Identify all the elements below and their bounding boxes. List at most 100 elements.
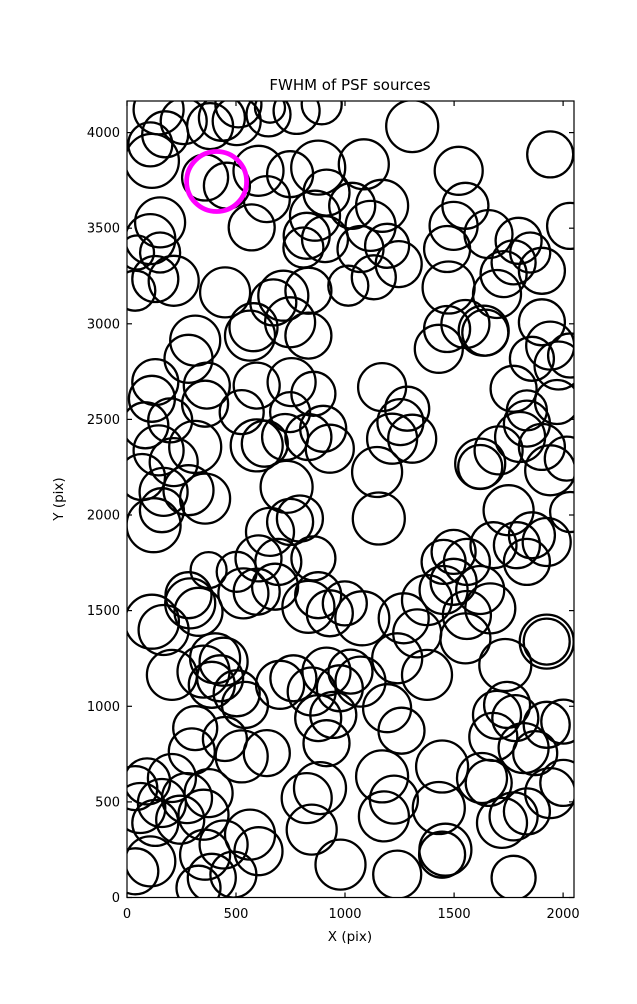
psf-circle (455, 564, 506, 616)
psf-circle (502, 787, 552, 836)
psf-circle (162, 464, 215, 517)
y-tick-label: 0 (112, 891, 120, 906)
psf-circle (305, 589, 354, 638)
psf-circle (211, 101, 262, 147)
psf-circle (354, 749, 410, 804)
psf-circle (266, 356, 317, 408)
psf-circle (439, 612, 492, 665)
psf-circle (269, 654, 318, 703)
psf-circle (491, 693, 540, 743)
psf-circle (132, 424, 185, 477)
psf-circle (300, 214, 350, 264)
psf-circle (232, 144, 285, 197)
psf-circle (363, 222, 411, 269)
psf-circle (132, 101, 185, 136)
psf-circle (521, 516, 572, 568)
psf-circle (127, 269, 157, 312)
psf-circle (285, 803, 338, 856)
psf-circle (411, 780, 466, 836)
chart-title: FWHM of PSF sources (269, 76, 430, 94)
y-tick-label: 500 (95, 795, 120, 810)
y-tick-label: 2000 (87, 509, 120, 524)
psf-circle (133, 196, 187, 249)
psf-circle (182, 361, 231, 410)
psf-circle (430, 528, 477, 576)
psf-circle (127, 452, 167, 502)
psf-circle (350, 254, 397, 301)
psf-circle (127, 593, 181, 650)
psf-circle (327, 264, 370, 307)
psf-circle (218, 388, 265, 436)
y-tick-label: 4000 (87, 126, 120, 141)
psf-circle (245, 101, 292, 138)
y-tick-label: 1000 (87, 700, 120, 715)
psf-circle (198, 819, 249, 870)
psf-circle (127, 132, 181, 190)
psf-circle (177, 788, 230, 841)
psf-circle (217, 567, 270, 620)
psf-circle (127, 234, 156, 271)
psf-circle (350, 445, 404, 499)
psf-circle (259, 459, 314, 515)
psf-circle (294, 571, 343, 620)
psf-circle (176, 644, 231, 699)
psf-circle (272, 101, 321, 136)
psf-circle (413, 323, 464, 374)
psf-circle (471, 268, 523, 320)
psf-circle (385, 101, 440, 154)
psf-circle (155, 794, 206, 845)
psf-circle (524, 444, 574, 497)
psf-circle (422, 224, 472, 274)
psf-circle (282, 211, 331, 260)
psf-circle (543, 435, 574, 482)
psf-circle (168, 419, 223, 475)
psf-circle (376, 397, 425, 447)
psf-circle (138, 231, 182, 274)
psf-circle (138, 466, 189, 518)
highlight-circle (184, 149, 250, 214)
psf-circle (215, 550, 258, 593)
psf-circle (159, 101, 208, 146)
psf-circle (384, 385, 431, 432)
psf-circle (280, 771, 333, 825)
psf-circle (127, 497, 182, 554)
psf-circle (175, 864, 222, 898)
psf-circle (441, 589, 493, 641)
psf-circle (490, 239, 537, 286)
x-axis-label: X (pix) (328, 929, 372, 945)
psf-circle (540, 698, 574, 745)
psf-circle (137, 603, 190, 657)
psf-circle (302, 719, 351, 768)
psf-circle (475, 796, 529, 850)
psf-circle (294, 693, 343, 743)
psf-circle (471, 689, 523, 741)
psf-circle (479, 249, 528, 299)
axes-box (126, 100, 575, 899)
psf-circle (508, 335, 556, 382)
psf-circle (429, 557, 478, 606)
psf-circle (518, 613, 574, 670)
psf-circle (361, 683, 413, 734)
psf-circle (147, 254, 200, 307)
psf-circle (127, 835, 177, 888)
psf-circle (253, 101, 287, 124)
psf-circle (240, 419, 289, 468)
psf-circle (220, 680, 270, 730)
x-tick-label: 500 (224, 907, 249, 922)
psf-circle (365, 412, 419, 465)
psf-circle (127, 847, 160, 896)
psf-circle (180, 379, 230, 428)
psf-circle (546, 332, 574, 379)
psf-circle (201, 715, 249, 763)
psf-circle (281, 579, 336, 634)
psf-circle (461, 308, 510, 357)
psf-circle (300, 101, 343, 126)
psf-circle (526, 130, 574, 179)
psf-circle (228, 302, 279, 353)
psf-circle (164, 577, 217, 630)
psf-circle (127, 401, 170, 450)
psf-circle (428, 200, 479, 252)
psf-circle (533, 340, 574, 391)
x-tick-label: 1500 (438, 907, 471, 922)
